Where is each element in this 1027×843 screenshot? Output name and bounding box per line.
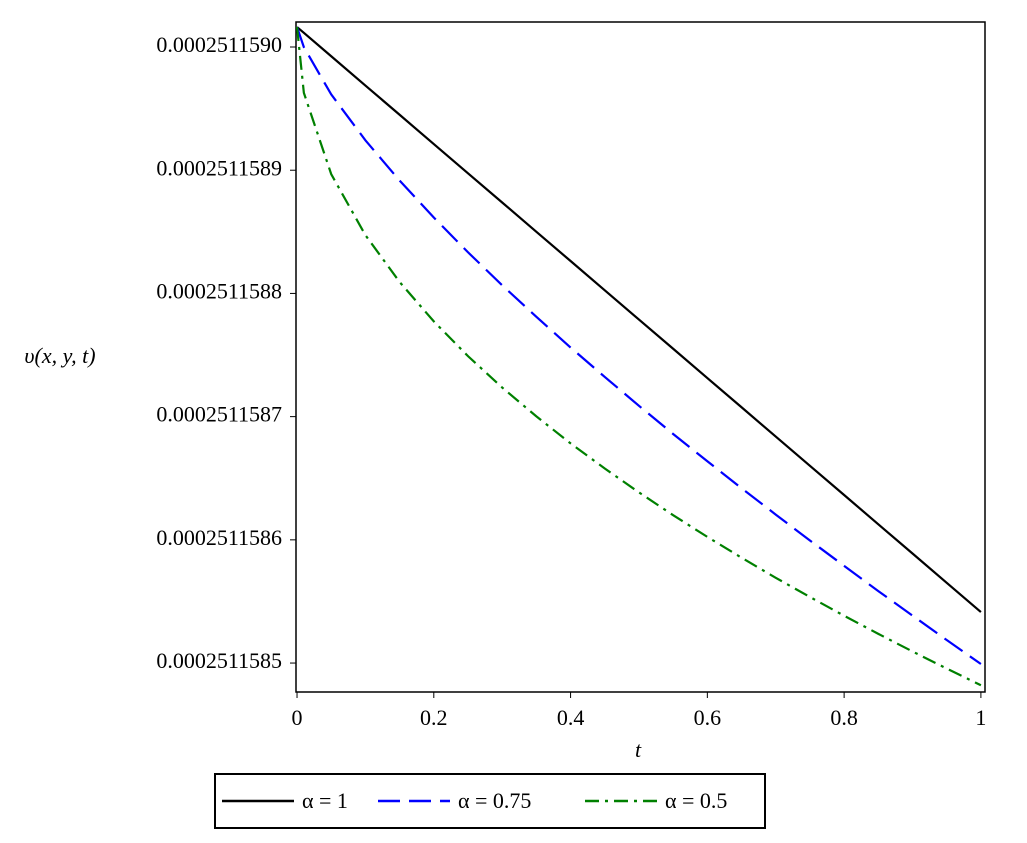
y-tick-label: 0.0002511588 (156, 278, 282, 303)
plot-frame (295, 21, 986, 693)
series-line (295, 26, 982, 687)
x-tick-label: 0.2 (420, 705, 448, 730)
legend-box (214, 773, 766, 829)
legend-label: α = 1 (302, 788, 348, 813)
y-tick-label: 0.0002511587 (156, 402, 282, 427)
y-tick-label: 0.0002511589 (156, 155, 282, 180)
x-tick-label: 0 (292, 705, 303, 730)
y-axis-label: υ(x, y, t) (24, 343, 95, 368)
x-axis-label: t (635, 737, 642, 762)
x-tick-label: 0.8 (830, 705, 858, 730)
series-line (296, 26, 982, 613)
x-tick-label: 0.4 (557, 705, 585, 730)
y-tick-label: 0.0002511590 (156, 32, 282, 57)
series-line (295, 26, 982, 665)
x-tick-label: 0.6 (694, 705, 722, 730)
legend-label: α = 0.5 (665, 788, 727, 813)
legend-label: α = 0.75 (458, 788, 531, 813)
y-tick-label: 0.0002511585 (156, 648, 282, 673)
y-tick-label: 0.0002511586 (156, 525, 282, 550)
x-tick-label: 1 (975, 705, 986, 730)
